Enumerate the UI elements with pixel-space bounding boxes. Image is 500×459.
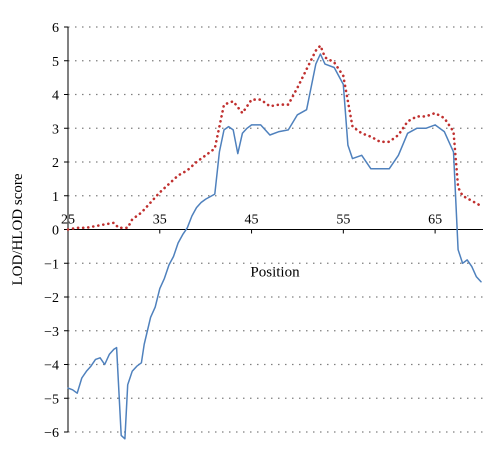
y-tick-label: −1 xyxy=(44,257,59,272)
x-tick-label: 45 xyxy=(245,213,259,228)
y-tick-label: −3 xyxy=(44,325,59,340)
series-lines xyxy=(66,44,483,440)
y-tick-label: 2 xyxy=(52,156,59,171)
y-tick-label: −4 xyxy=(44,359,59,374)
y-tick-label: 1 xyxy=(52,190,59,205)
x-axis-title: Position xyxy=(250,265,300,281)
x-tick-label: 65 xyxy=(428,213,442,228)
solid-series-line xyxy=(67,53,482,440)
x-tick-label: 55 xyxy=(336,213,350,228)
y-tick-label: −6 xyxy=(44,426,59,441)
y-tick-label: 6 xyxy=(52,21,59,36)
y-axis-title: LOD/HLOD score xyxy=(10,173,26,285)
y-tick-label: 0 xyxy=(52,224,59,239)
y-tick-label: −2 xyxy=(44,291,59,306)
x-tick-label: 35 xyxy=(153,213,167,228)
dotted-series-line xyxy=(66,44,483,231)
x-tick-label: 25 xyxy=(61,213,75,228)
y-tick-label: 3 xyxy=(52,122,59,137)
axes xyxy=(64,26,483,433)
y-tick-label: −5 xyxy=(44,392,59,407)
y-tick-label: 5 xyxy=(52,55,59,70)
y-tick-label: 4 xyxy=(52,89,59,104)
